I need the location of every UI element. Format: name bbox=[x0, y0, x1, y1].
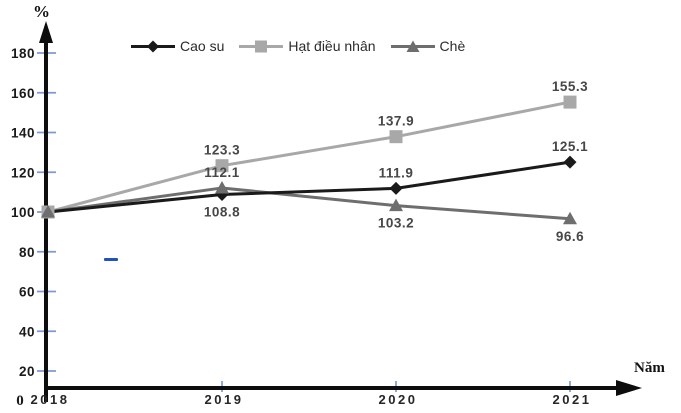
x-year-label: 2021 bbox=[553, 392, 592, 407]
stray-blue-dash bbox=[104, 258, 118, 261]
x-year-label: 2019 bbox=[205, 392, 244, 407]
series-line-chè bbox=[47, 186, 571, 221]
y-tick-label: 120 bbox=[11, 165, 35, 180]
y-tick-label: 100 bbox=[11, 205, 35, 220]
x-year-label: 2018 bbox=[31, 392, 70, 407]
x-axis-title: Năm bbox=[634, 360, 665, 376]
legend-label: Cao su bbox=[180, 38, 225, 54]
series-line-cao-su bbox=[47, 160, 571, 214]
x-axis-arrowhead bbox=[616, 380, 642, 396]
data-label: 103.2 bbox=[378, 216, 414, 231]
y-tick-label: 140 bbox=[11, 126, 35, 141]
legend: Cao su Hạt điều nhân Chè bbox=[131, 38, 465, 54]
y-tick-label: 40 bbox=[19, 324, 35, 339]
data-label: 125.1 bbox=[552, 139, 588, 154]
origin-label: 0 bbox=[16, 393, 24, 409]
y-tick-label: 80 bbox=[19, 245, 35, 260]
data-label: 111.9 bbox=[379, 165, 414, 180]
diamond-legend-marker-icon bbox=[131, 40, 175, 52]
triangle-legend-marker-icon bbox=[390, 40, 435, 52]
x-year-label: 2020 bbox=[379, 392, 418, 407]
data-label: 123.3 bbox=[204, 143, 240, 158]
y-axis-arrowhead bbox=[39, 21, 53, 43]
data-label: 155.3 bbox=[552, 79, 588, 94]
marker-square-2019 bbox=[215, 159, 229, 173]
y-tick-label: 180 bbox=[11, 46, 35, 61]
data-label: 112.1 bbox=[204, 165, 240, 180]
legend-item-chè: Chè bbox=[390, 38, 466, 54]
legend-item-hạt-điều-nhân: Hạt điều nhân bbox=[239, 38, 376, 54]
data-label: 108.8 bbox=[204, 205, 240, 220]
marker-triangle-2018 bbox=[41, 205, 55, 218]
marker-square-2020 bbox=[389, 130, 403, 144]
legend-item-cao-su: Cao su bbox=[131, 38, 224, 54]
square-legend-marker-icon bbox=[239, 40, 284, 52]
y-axis-title: % bbox=[33, 2, 50, 21]
marker-diamond-2020 bbox=[389, 181, 403, 195]
y-tick-label: 60 bbox=[19, 285, 35, 300]
y-tick-label: 160 bbox=[11, 86, 35, 101]
data-label: 96.6 bbox=[556, 229, 584, 244]
marker-triangle-2019 bbox=[215, 180, 229, 194]
y-tick-label: 20 bbox=[19, 364, 35, 379]
legend-label: Chè bbox=[439, 38, 466, 54]
marker-diamond-2021 bbox=[563, 155, 577, 169]
data-label: 137.9 bbox=[378, 114, 414, 129]
marker-triangle-2021 bbox=[563, 211, 577, 225]
legend-label: Hạt điều nhân bbox=[288, 38, 376, 54]
marker-square-2021 bbox=[563, 95, 577, 109]
series-line-hạt-điều-nhân bbox=[47, 100, 571, 214]
marker-triangle-2020 bbox=[389, 198, 403, 212]
